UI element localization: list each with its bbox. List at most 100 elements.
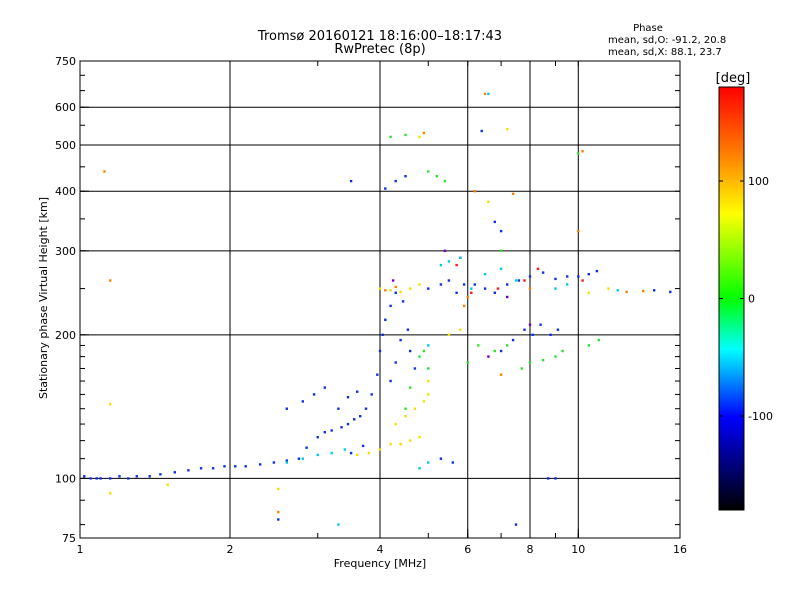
- data-point: [577, 152, 580, 155]
- data-point: [356, 390, 359, 393]
- data-point: [547, 477, 550, 480]
- data-point: [277, 510, 280, 514]
- data-point: [477, 344, 480, 347]
- data-point: [394, 291, 397, 294]
- data-point: [323, 431, 326, 434]
- data-point: [409, 439, 412, 442]
- data-point: [316, 453, 319, 457]
- data-point: [443, 249, 447, 252]
- axis-ticks: 1 2 4 6 8 10 16 75 100 200 300 400 500 600 750: [55, 55, 687, 556]
- data-point: [346, 396, 350, 399]
- data-point: [514, 523, 518, 526]
- data-point: [404, 415, 407, 418]
- data-point: [587, 273, 590, 276]
- data-point: [466, 295, 469, 299]
- data-point: [413, 367, 417, 370]
- data-point: [353, 418, 356, 421]
- data-point: [427, 170, 430, 173]
- data-point: [528, 323, 532, 326]
- data-point: [451, 461, 454, 464]
- data-point: [506, 127, 509, 131]
- data-point: [455, 263, 458, 267]
- data-point: [301, 457, 304, 460]
- y-tick-label: 400: [55, 185, 76, 198]
- data-point: [297, 457, 301, 460]
- data-point: [514, 279, 518, 282]
- data-point: [517, 279, 521, 282]
- data-point: [301, 400, 304, 403]
- data-point: [389, 304, 392, 308]
- y-tick-label: 75: [62, 532, 76, 545]
- data-point: [581, 150, 584, 153]
- data-point: [409, 386, 412, 389]
- colorbar-label: [deg]: [716, 71, 751, 86]
- colorbar-tick-label: 100: [748, 175, 769, 188]
- data-point: [340, 426, 343, 429]
- data-point: [370, 393, 373, 396]
- data-point: [389, 135, 392, 139]
- data-point: [447, 279, 451, 282]
- data-point: [135, 475, 138, 478]
- data-point: [493, 349, 496, 353]
- data-point: [330, 451, 333, 455]
- data-point: [259, 463, 262, 466]
- data-point: [404, 175, 407, 178]
- data-point: [187, 469, 190, 472]
- data-point: [384, 187, 387, 190]
- data-point: [223, 465, 226, 468]
- data-point: [487, 355, 490, 358]
- data-point: [480, 129, 483, 133]
- data-point: [422, 400, 426, 403]
- x-tick-label: 2: [227, 543, 234, 556]
- data-point: [389, 379, 392, 383]
- data-point: [511, 192, 515, 195]
- data-point: [95, 477, 98, 480]
- data-point: [459, 256, 462, 259]
- y-tick-label: 750: [55, 55, 76, 68]
- data-point: [587, 344, 590, 347]
- data-point: [541, 271, 545, 274]
- data-point: [323, 386, 326, 389]
- data-point: [554, 477, 557, 480]
- x-tick-label: 6: [464, 543, 471, 556]
- data-point: [483, 92, 487, 96]
- data-point: [234, 465, 237, 468]
- data-point: [496, 287, 500, 290]
- data-point: [541, 358, 545, 362]
- data-point: [506, 344, 509, 347]
- data-point: [528, 361, 532, 364]
- data-point: [349, 179, 353, 183]
- data-point: [346, 422, 350, 426]
- data-point: [413, 407, 417, 410]
- data-point: [487, 200, 490, 203]
- data-point: [211, 467, 215, 470]
- data-point: [439, 457, 443, 460]
- data-point: [406, 328, 410, 331]
- data-point: [356, 453, 359, 457]
- data-point: [394, 361, 397, 364]
- data-point: [493, 291, 496, 294]
- data-point: [109, 403, 112, 406]
- data-point: [625, 290, 628, 294]
- colorbar-ticks: 100 0 -100: [719, 175, 773, 423]
- data-point: [597, 338, 601, 342]
- x-axis-label: Frequency [MHz]: [334, 557, 426, 570]
- data-point: [462, 304, 466, 308]
- grid-lines: [80, 61, 680, 538]
- x-tick-label: 1: [77, 543, 84, 556]
- data-point: [109, 477, 112, 480]
- data-point: [483, 273, 487, 276]
- y-axis-label: Stationary phase Virtual Height [km]: [37, 197, 50, 399]
- data-point: [285, 407, 288, 410]
- data-point: [384, 318, 387, 321]
- data-point: [554, 287, 557, 290]
- data-point: [443, 179, 447, 183]
- data-point: [422, 349, 426, 353]
- data-point: [466, 361, 469, 364]
- data-point: [539, 323, 542, 326]
- data-point: [391, 279, 395, 282]
- data-point: [427, 287, 430, 290]
- data-point: [427, 379, 430, 383]
- phase-stats-x: mean, sd,X: 88.1, 23.7: [608, 47, 722, 58]
